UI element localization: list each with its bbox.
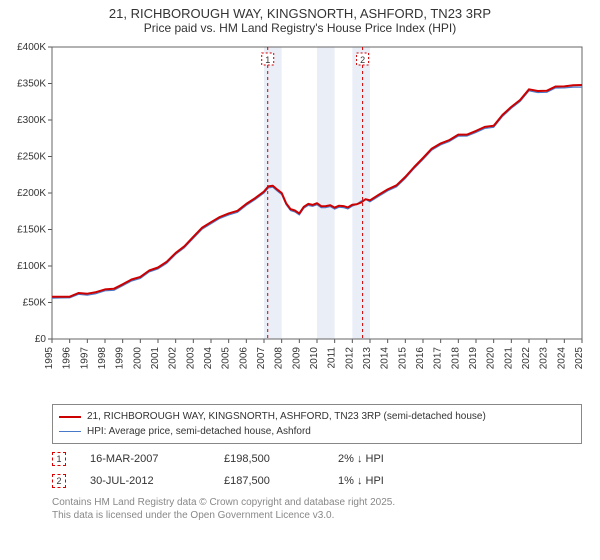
svg-text:2011: 2011	[327, 347, 338, 369]
event-hpi-2: 1% ↓ HPI	[338, 475, 384, 487]
svg-text:2004: 2004	[203, 347, 214, 370]
svg-text:2012: 2012	[344, 347, 355, 370]
event-table: 1 16-MAR-2007 £198,500 2% ↓ HPI 2 30-JUL…	[52, 448, 582, 492]
svg-text:2003: 2003	[185, 347, 196, 370]
legend-swatch-1	[59, 431, 81, 432]
event-marker-2: 2	[52, 474, 66, 488]
chart-title-line1: 21, RICHBOROUGH WAY, KINGSNORTH, ASHFORD…	[0, 0, 600, 21]
event-row-1: 1 16-MAR-2007 £198,500 2% ↓ HPI	[52, 448, 582, 470]
legend-swatch-0	[59, 416, 81, 418]
svg-text:1996: 1996	[62, 347, 73, 370]
svg-text:£50K: £50K	[23, 298, 47, 309]
event-date-1: 16-MAR-2007	[90, 453, 200, 465]
svg-text:2007: 2007	[256, 347, 267, 370]
event-hpi-1: 2% ↓ HPI	[338, 453, 384, 465]
svg-text:2006: 2006	[238, 347, 249, 370]
event-row-2: 2 30-JUL-2012 £187,500 1% ↓ HPI	[52, 470, 582, 492]
event-marker-1: 1	[52, 452, 66, 466]
svg-text:2008: 2008	[274, 347, 285, 370]
svg-text:2017: 2017	[433, 347, 444, 370]
svg-text:1997: 1997	[79, 347, 90, 370]
svg-text:2015: 2015	[397, 347, 408, 370]
svg-text:£200K: £200K	[17, 188, 46, 199]
svg-text:2005: 2005	[221, 347, 232, 370]
svg-text:2009: 2009	[291, 347, 302, 370]
svg-text:2020: 2020	[486, 347, 497, 370]
event-price-1: £198,500	[224, 453, 314, 465]
svg-text:2021: 2021	[503, 347, 514, 370]
legend-label-0: 21, RICHBOROUGH WAY, KINGSNORTH, ASHFORD…	[87, 409, 486, 424]
line-chart: £0 £50K £100K £150K £200K £250K £300K £350K £400…	[6, 39, 594, 395]
svg-text:£150K: £150K	[17, 225, 46, 236]
svg-text:2000: 2000	[132, 347, 143, 370]
svg-text:2013: 2013	[362, 347, 373, 370]
svg-text:2010: 2010	[309, 347, 320, 370]
svg-text:1998: 1998	[97, 347, 108, 370]
svg-text:2002: 2002	[168, 347, 179, 370]
svg-text:2018: 2018	[450, 347, 461, 370]
footer-line1: Contains HM Land Registry data © Crown c…	[52, 496, 582, 509]
svg-text:2019: 2019	[468, 347, 479, 370]
svg-text:1: 1	[265, 55, 270, 65]
svg-text:£300K: £300K	[17, 115, 46, 126]
svg-text:1999: 1999	[115, 347, 126, 370]
legend-label-1: HPI: Average price, semi-detached house,…	[87, 424, 311, 439]
svg-text:2014: 2014	[380, 347, 391, 370]
event-price-2: £187,500	[224, 475, 314, 487]
svg-text:2016: 2016	[415, 347, 426, 370]
svg-text:2022: 2022	[521, 347, 532, 370]
svg-text:2025: 2025	[574, 347, 585, 370]
legend-item-0: 21, RICHBOROUGH WAY, KINGSNORTH, ASHFORD…	[59, 409, 575, 424]
svg-text:£250K: £250K	[17, 152, 46, 163]
svg-text:£100K: £100K	[17, 261, 46, 272]
svg-text:£350K: £350K	[17, 79, 46, 90]
legend-item-1: HPI: Average price, semi-detached house,…	[59, 424, 575, 439]
chart-area: £0 £50K £100K £150K £200K £250K £300K £350K £400…	[6, 39, 594, 398]
footer: Contains HM Land Registry data © Crown c…	[52, 496, 582, 522]
legend: 21, RICHBOROUGH WAY, KINGSNORTH, ASHFORD…	[52, 404, 582, 444]
svg-text:£0: £0	[35, 334, 47, 345]
chart-title-line2: Price paid vs. HM Land Registry's House …	[0, 21, 600, 39]
svg-text:2: 2	[360, 55, 365, 65]
svg-text:2024: 2024	[556, 347, 567, 370]
svg-text:1995: 1995	[44, 347, 55, 370]
svg-text:2001: 2001	[150, 347, 161, 370]
footer-line2: This data is licensed under the Open Gov…	[52, 509, 582, 522]
svg-text:2023: 2023	[539, 347, 550, 370]
svg-text:£400K: £400K	[17, 42, 46, 53]
event-date-2: 30-JUL-2012	[90, 475, 200, 487]
